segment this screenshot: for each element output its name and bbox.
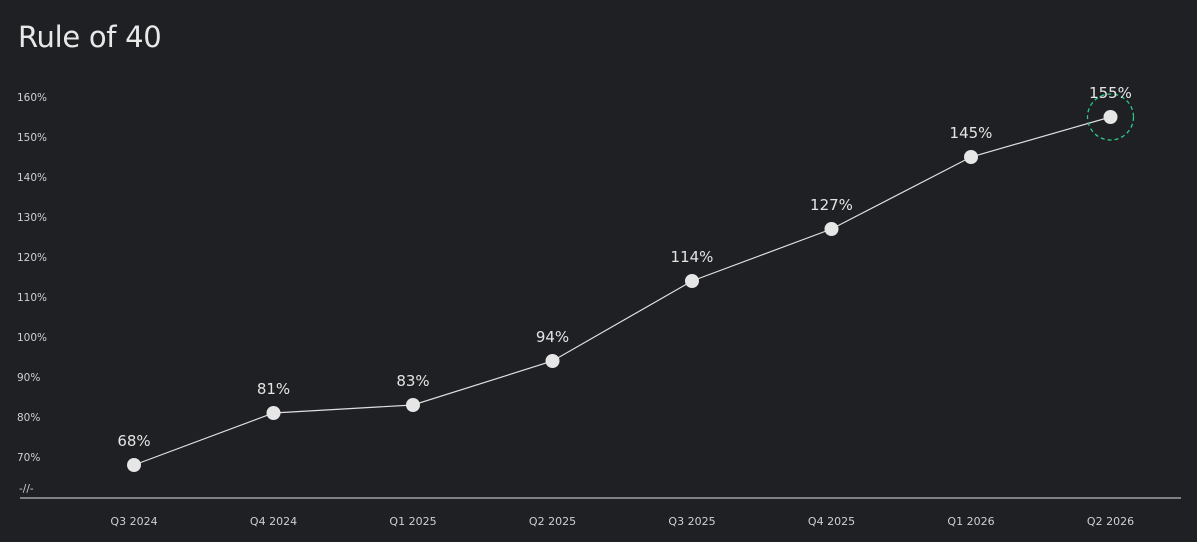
data-point: [824, 222, 839, 236]
x-tick-label: Q2 2026: [1087, 515, 1134, 528]
series-line: [133, 116, 1111, 466]
x-tick-label: Q3 2025: [668, 515, 715, 528]
y-tick-label: 160%: [17, 92, 47, 104]
x-tick-label: Q1 2025: [389, 515, 436, 528]
highlight-ring: [1086, 93, 1135, 141]
y-tick-label: 90%: [17, 372, 40, 384]
data-label: 145%: [950, 124, 993, 142]
data-point: [1103, 110, 1118, 124]
axis-break-symbol: -//-: [19, 483, 34, 495]
data-label: 155%: [1089, 84, 1132, 102]
y-tick-label: 120%: [17, 252, 47, 264]
y-tick-label: 80%: [17, 412, 40, 424]
data-label: 127%: [810, 196, 853, 214]
data-label: 94%: [536, 328, 569, 346]
data-label: 68%: [117, 432, 150, 450]
data-point: [964, 150, 978, 164]
data-label: 83%: [396, 372, 429, 390]
x-tick-label: Q3 2024: [110, 515, 157, 528]
x-tick-label: Q2 2025: [529, 515, 576, 528]
y-tick-label: 110%: [17, 292, 47, 304]
data-label: 114%: [671, 248, 714, 266]
data-point: [685, 274, 699, 288]
data-point: [266, 406, 281, 420]
data-point: [406, 398, 420, 412]
x-tick-label: Q1 2026: [947, 515, 994, 528]
x-tick-label: Q4 2024: [250, 515, 297, 528]
y-tick-label: 150%: [17, 132, 47, 144]
y-tick-label: 130%: [17, 212, 47, 224]
y-tick-label: 100%: [17, 332, 47, 344]
y-tick-label: 70%: [17, 452, 40, 464]
chart-title: Rule of 40: [18, 20, 162, 54]
y-tick-label: 140%: [17, 172, 47, 184]
data-point: [545, 354, 560, 368]
data-label: 81%: [257, 380, 290, 398]
x-tick-label: Q4 2025: [808, 515, 855, 528]
data-point: [127, 458, 141, 472]
